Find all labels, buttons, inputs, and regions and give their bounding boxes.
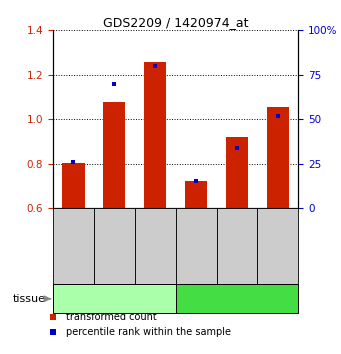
Text: GSM124417: GSM124417 <box>69 221 78 272</box>
Text: GSM124419: GSM124419 <box>151 221 160 272</box>
Text: tissue: tissue <box>13 294 46 304</box>
Bar <box>144 62 166 208</box>
Bar <box>103 102 125 208</box>
Bar <box>185 181 207 208</box>
Text: dorsal root ganglion: dorsal root ganglion <box>184 294 290 304</box>
Text: GSM124414: GSM124414 <box>192 221 201 272</box>
Text: GSM124415: GSM124415 <box>233 221 241 272</box>
Text: transformed count: transformed count <box>66 312 157 322</box>
Title: GDS2209 / 1420974_at: GDS2209 / 1420974_at <box>103 16 248 29</box>
Bar <box>62 163 85 208</box>
Text: GSM124416: GSM124416 <box>273 221 282 272</box>
Text: spinal cord: spinal cord <box>86 294 143 304</box>
Text: percentile rank within the sample: percentile rank within the sample <box>66 327 232 337</box>
Bar <box>226 137 248 208</box>
Bar <box>267 107 289 208</box>
Text: GSM124418: GSM124418 <box>110 221 119 272</box>
